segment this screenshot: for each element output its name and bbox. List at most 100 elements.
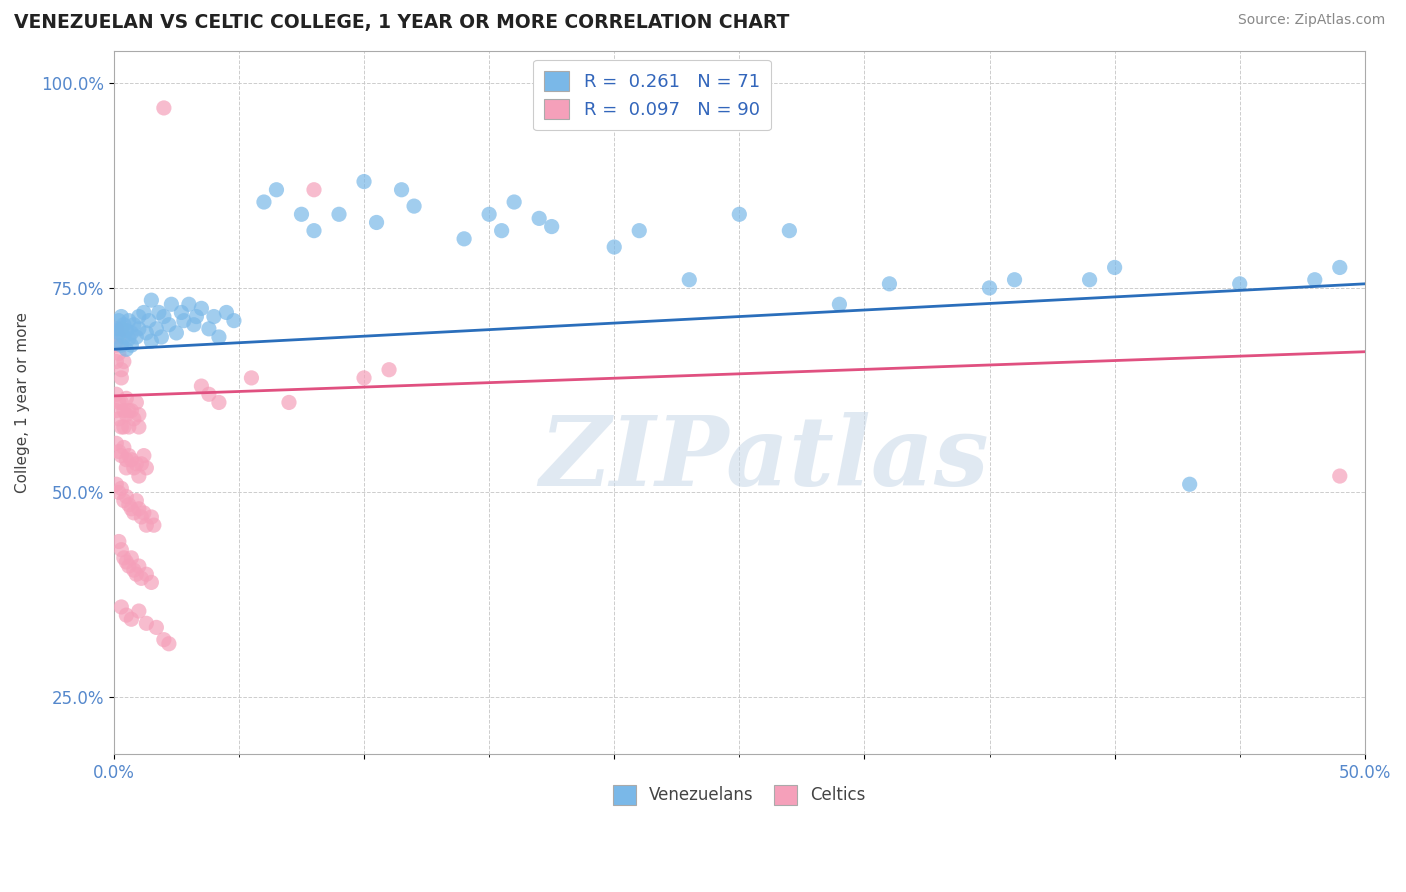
Point (266, 183, 288, 197)
Point (198, 322, 221, 336)
Point (115, 608, 138, 623)
Point (120, 326, 142, 340)
Point (112, 493, 135, 508)
Point (120, 452, 142, 467)
Point (105, 338, 128, 352)
Point (125, 330, 148, 344)
Point (979, 281, 1001, 295)
Point (115, 461, 138, 475)
Point (120, 403, 142, 417)
Point (122, 506, 145, 520)
Point (122, 461, 145, 475)
Point (1078, 273, 1101, 287)
Point (491, 224, 513, 238)
Point (110, 395, 132, 409)
Point (105, 403, 128, 417)
Point (108, 412, 131, 426)
Point (115, 555, 138, 569)
Point (128, 501, 150, 516)
Point (108, 444, 131, 458)
Point (120, 550, 142, 565)
Point (478, 207, 501, 221)
Point (118, 332, 141, 346)
Point (135, 326, 157, 340)
Point (131, 571, 153, 585)
Point (135, 567, 157, 582)
Text: ZIPatlas: ZIPatlas (540, 412, 990, 506)
Point (128, 469, 150, 483)
Point (105, 334, 128, 348)
Point (110, 322, 132, 336)
Y-axis label: College, 1 year or more: College, 1 year or more (15, 312, 30, 493)
Point (110, 310, 132, 324)
Point (141, 510, 163, 524)
Point (240, 371, 263, 385)
Point (173, 313, 195, 327)
Point (110, 322, 132, 336)
Point (215, 305, 238, 319)
Point (157, 637, 180, 651)
Point (108, 346, 131, 360)
Point (678, 273, 700, 287)
Point (128, 310, 150, 324)
Point (118, 449, 141, 463)
Point (128, 408, 150, 422)
Point (328, 207, 350, 221)
Point (115, 490, 138, 504)
Point (105, 322, 128, 336)
Point (112, 550, 135, 565)
Point (115, 323, 138, 337)
Point (165, 326, 187, 340)
Point (183, 318, 205, 332)
Point (157, 318, 180, 332)
Point (153, 632, 176, 647)
Point (131, 457, 153, 471)
Point (122, 318, 145, 332)
Point (112, 354, 135, 368)
Point (108, 313, 131, 327)
Point (110, 371, 132, 385)
Point (145, 620, 167, 634)
Point (453, 232, 475, 246)
Point (125, 395, 148, 409)
Point (302, 183, 325, 197)
Point (160, 297, 183, 311)
Point (120, 612, 142, 626)
Point (540, 219, 562, 234)
Point (118, 420, 141, 434)
Point (105, 354, 128, 368)
Point (110, 449, 132, 463)
Point (153, 310, 176, 324)
Point (128, 322, 150, 336)
Point (366, 215, 388, 229)
Point (105, 387, 128, 401)
Point (142, 518, 165, 533)
Point (138, 313, 160, 327)
Point (1178, 477, 1201, 491)
Point (108, 485, 131, 500)
Point (105, 477, 128, 491)
Text: Source: ZipAtlas.com: Source: ZipAtlas.com (1237, 13, 1385, 28)
Point (208, 395, 231, 409)
Point (1229, 277, 1251, 291)
Point (132, 506, 155, 520)
Point (135, 461, 157, 475)
Point (110, 362, 132, 376)
Point (128, 604, 150, 618)
Point (135, 616, 157, 631)
Point (112, 318, 135, 332)
Point (141, 334, 163, 348)
Point (202, 310, 225, 324)
Point (110, 481, 132, 495)
Point (115, 408, 138, 422)
Point (1004, 273, 1026, 287)
Point (190, 379, 212, 393)
Point (108, 395, 131, 409)
Text: VENEZUELAN VS CELTIC COLLEGE, 1 YEAR OR MORE CORRELATION CHART: VENEZUELAN VS CELTIC COLLEGE, 1 YEAR OR … (14, 13, 789, 32)
Point (112, 330, 135, 344)
Point (290, 207, 312, 221)
Point (302, 224, 325, 238)
Point (110, 420, 132, 434)
Point (118, 498, 141, 512)
Point (120, 338, 142, 352)
